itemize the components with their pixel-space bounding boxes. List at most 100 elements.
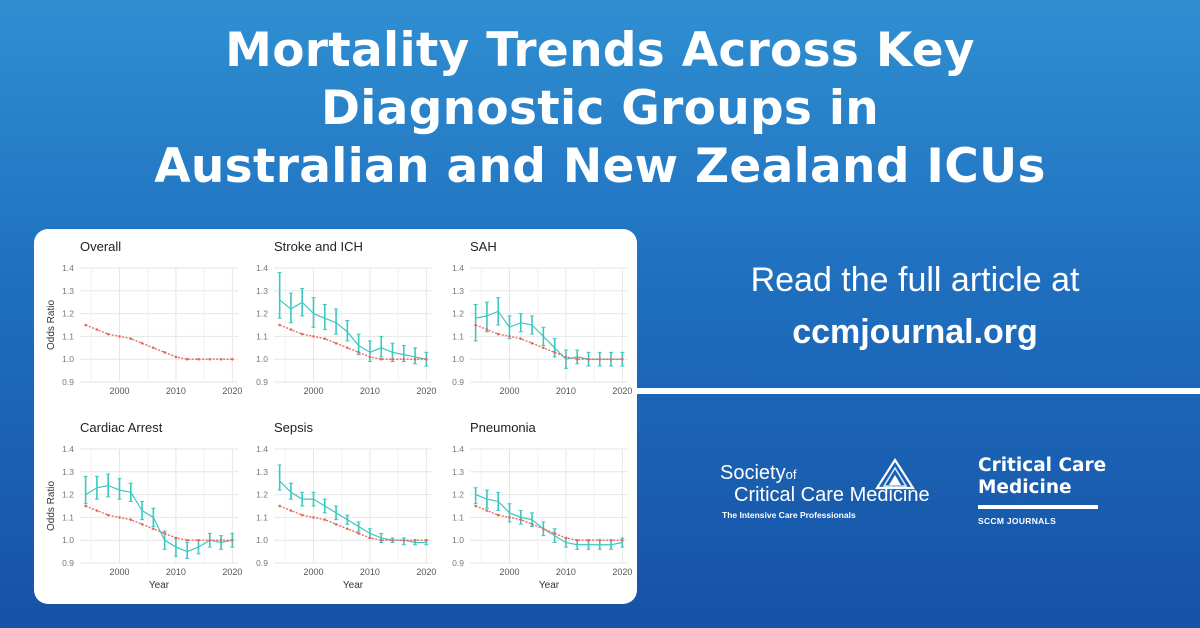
reference-point	[95, 509, 99, 512]
reference-point	[152, 527, 155, 531]
ccm-journals: SCCM JOURNALS	[978, 516, 1057, 526]
panel-title: SAH	[470, 239, 497, 254]
reference-point	[485, 509, 489, 512]
sccm-logo: Societyof Critical Care Medicine The Int…	[720, 458, 930, 528]
reference-point	[129, 337, 133, 340]
y-tick-label: 1.4	[452, 263, 464, 273]
x-tick-label: 2000	[109, 567, 129, 577]
panel-title: Overall	[80, 239, 121, 254]
reference-point	[496, 513, 500, 517]
y-tick-label: 1.3	[256, 286, 268, 296]
reference-point	[485, 328, 489, 331]
reference-point	[140, 341, 144, 345]
reference-line	[85, 324, 233, 360]
reference-point	[84, 504, 87, 508]
reference-point	[402, 538, 406, 542]
y-tick-label: 1.2	[62, 309, 74, 319]
reference-point	[289, 328, 293, 331]
reference-point	[474, 504, 477, 508]
y-tick-label: 1.3	[62, 286, 74, 296]
x-tick-label: 2010	[360, 386, 380, 396]
reference-point	[163, 351, 166, 354]
series-line	[475, 310, 623, 360]
reference-line	[475, 324, 623, 360]
y-tick-label: 1.2	[62, 490, 74, 500]
y-tick-label: 1.0	[256, 535, 268, 545]
reference-point	[496, 332, 500, 336]
y-tick-label: 1.2	[256, 490, 268, 500]
reference-point	[357, 532, 360, 535]
reference-point	[379, 357, 383, 361]
x-tick-label: 2020	[222, 386, 242, 396]
reference-point	[508, 335, 511, 338]
y-tick-label: 1.2	[452, 309, 464, 319]
y-tick-label: 1.0	[452, 535, 464, 545]
reference-point	[425, 538, 428, 542]
reference-point	[519, 337, 523, 340]
divider-line	[637, 388, 1200, 394]
reference-point	[197, 538, 200, 542]
reference-point	[575, 357, 579, 361]
reference-point	[519, 518, 523, 521]
chart-card: 0.9 1.0 1.1 1.2 1.3 1.4 2000 2010 2020 Overall Odd…	[34, 229, 637, 604]
reference-point	[391, 357, 394, 361]
y-axis-label: Odds Ratio	[46, 300, 57, 350]
reference-point	[231, 538, 234, 542]
reference-point	[564, 536, 568, 540]
chart-panel: 0.9 1.0 1.1 1.2 1.3 1.4 2000 2010 2020 SAH	[452, 239, 632, 396]
reference-point	[508, 516, 511, 519]
sccm-society: Society	[720, 462, 786, 484]
reference-point	[368, 355, 372, 359]
reference-point	[553, 532, 556, 535]
reference-point	[106, 332, 110, 336]
reference-point	[564, 355, 568, 359]
reference-point	[323, 518, 327, 521]
y-tick-label: 1.4	[62, 444, 74, 454]
reference-point	[185, 357, 189, 361]
x-tick-label: 2010	[556, 567, 576, 577]
chart-grid: 0.9 1.0 1.1 1.2 1.3 1.4 2000 2010 2020 Overall Odd…	[46, 239, 632, 591]
y-tick-label: 1.0	[62, 535, 74, 545]
reference-point	[106, 513, 110, 517]
reference-point	[346, 346, 349, 350]
x-tick-label: 2020	[416, 386, 436, 396]
reference-point	[289, 509, 293, 512]
reference-line	[475, 505, 623, 541]
reference-point	[278, 323, 281, 327]
reference-point	[312, 516, 315, 519]
cta-text: Read the full article at	[750, 261, 1080, 299]
reference-point	[530, 341, 534, 345]
x-tick-label: 2020	[612, 386, 632, 396]
reference-point	[542, 527, 545, 531]
chart-panel: 0.9 1.0 1.1 1.2 1.3 1.4 2000 2010 2020 Stroke and…	[256, 239, 436, 396]
journal-link[interactable]: ccmjournal.org	[792, 313, 1038, 351]
reference-point	[598, 357, 602, 361]
reference-point	[208, 538, 212, 542]
series-line	[279, 299, 427, 360]
chart-panel: 0.9 1.0 1.1 1.2 1.3 1.4 2000 2010 2020 Pneumonia Y…	[452, 420, 632, 591]
reference-point	[575, 538, 579, 542]
reference-point	[300, 332, 304, 336]
y-tick-label: 1.4	[256, 444, 268, 454]
page-title: Mortality Trends Across Key Diagnostic G…	[0, 22, 1200, 196]
reference-point	[425, 357, 428, 361]
reference-point	[197, 357, 200, 361]
reference-point	[391, 538, 394, 542]
y-tick-label: 0.9	[62, 377, 74, 387]
y-tick-label: 0.9	[452, 558, 464, 568]
reference-point	[312, 335, 315, 338]
reference-point	[587, 357, 590, 361]
reference-point	[530, 522, 534, 526]
title-line: Mortality Trends Across Key	[225, 23, 975, 78]
reference-point	[553, 351, 556, 354]
reference-point	[140, 522, 144, 526]
reference-point	[231, 357, 234, 361]
y-tick-label: 1.3	[452, 467, 464, 477]
reference-point	[379, 538, 383, 542]
y-tick-label: 1.1	[62, 331, 74, 341]
chart-panel: 0.9 1.0 1.1 1.2 1.3 1.4 2000 2010 2020 Sepsis Year	[256, 420, 436, 591]
reference-point	[413, 357, 417, 361]
y-tick-label: 1.4	[62, 263, 74, 273]
reference-line	[279, 505, 427, 541]
reference-point	[208, 357, 212, 361]
